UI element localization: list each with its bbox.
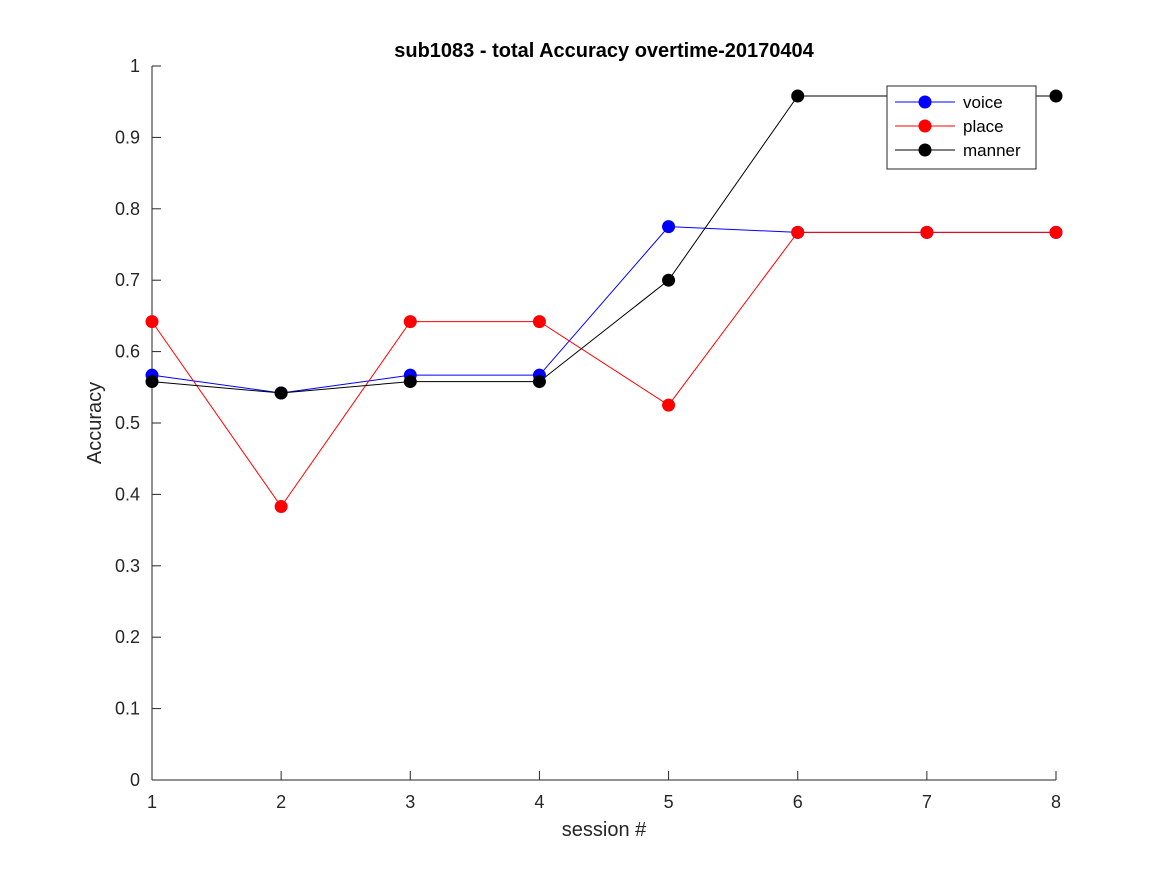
legend-marker-place	[918, 119, 932, 133]
y-tick-label: 0.2	[115, 627, 140, 647]
y-tick-label: 0.5	[115, 413, 140, 433]
data-point-place	[662, 398, 676, 412]
data-point-place	[532, 315, 546, 329]
y-tick-label: 0	[130, 770, 140, 790]
data-point-place	[791, 225, 805, 239]
y-tick-label: 0.7	[115, 270, 140, 290]
y-axis-title: Accuracy	[84, 382, 106, 464]
data-point-manner	[274, 386, 288, 400]
x-tick-label: 1	[147, 792, 157, 812]
axes: 1 2 3 4 5 6 7 8 0 0.1 0.2 0.3 0.4 0.5 0.6 0.7 0.8 0.9 1	[115, 56, 1061, 812]
x-tick-label: 6	[793, 792, 803, 812]
data-point-place	[403, 315, 417, 329]
y-tick-label: 0.1	[115, 699, 140, 719]
data-point-manner	[662, 273, 676, 287]
data-point-manner	[145, 375, 159, 389]
data-point-voice	[662, 220, 676, 234]
y-tick-label: 0.8	[115, 199, 140, 219]
chart-title: sub1083 - total Accuracy overtime-201704…	[394, 40, 814, 62]
data-point-manner	[403, 375, 417, 389]
legend-label-voice: voice	[963, 93, 1003, 112]
y-tick-label: 1	[130, 56, 140, 76]
y-tick-label: 0.9	[115, 127, 140, 147]
data-point-place	[274, 500, 288, 514]
y-tick-label: 0.6	[115, 342, 140, 362]
series-line-voice	[151, 226, 1056, 394]
y-tick-label: 0.4	[115, 484, 140, 504]
y-tick-label: 0.3	[115, 556, 140, 576]
x-tick-label: 7	[922, 792, 932, 812]
data-point-place	[145, 315, 159, 329]
legend-marker-voice	[918, 95, 932, 109]
data-point-place	[920, 225, 934, 239]
legend-box	[886, 85, 1037, 170]
x-axis-title: session #	[562, 819, 647, 841]
series-line-place	[151, 231, 1056, 508]
legend: voice place manner	[886, 85, 1037, 170]
plot-points	[145, 89, 1063, 514]
x-tick-label: 5	[664, 792, 674, 812]
x-tick-label: 3	[405, 792, 415, 812]
x-tick-label: 2	[276, 792, 286, 812]
data-point-manner	[791, 89, 805, 103]
x-tick-label: 4	[534, 792, 544, 812]
x-tick-label: 8	[1051, 792, 1061, 812]
legend-marker-manner	[918, 143, 932, 157]
legend-label-place: place	[963, 117, 1004, 136]
data-point-manner	[532, 375, 546, 389]
data-point-place	[1049, 225, 1063, 239]
data-point-manner	[1049, 89, 1063, 103]
legend-label-manner: manner	[963, 141, 1021, 160]
